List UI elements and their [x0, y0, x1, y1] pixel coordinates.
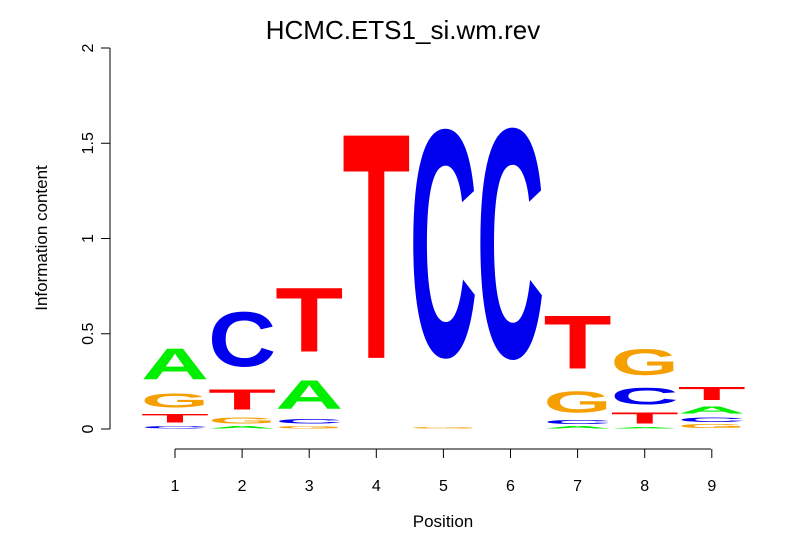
- x-tick-label: 4: [372, 478, 381, 495]
- y-tick-label: 0.5: [80, 323, 97, 345]
- logo-letter-G: G: [544, 385, 612, 419]
- x-tick-label: 9: [707, 478, 716, 495]
- logo-letter-A: A: [678, 404, 746, 415]
- logo-letter-G: G: [409, 427, 477, 429]
- logo-letter-C: C: [275, 418, 343, 426]
- logo-letter-G: G: [275, 425, 343, 429]
- logo-letter-C: C: [477, 60, 545, 427]
- logo-letter-T: T: [544, 300, 612, 385]
- x-tick-label: 6: [506, 478, 515, 495]
- logo-letter-T: T: [141, 412, 209, 425]
- y-tick-label: 2: [80, 43, 97, 52]
- y-tick-label: 0: [80, 424, 97, 433]
- y-tick-label: 1: [80, 234, 97, 243]
- logo-letter-C: C: [208, 296, 276, 383]
- logo-letter-C: C: [141, 425, 209, 429]
- logo-letter-G: G: [611, 342, 679, 384]
- logo-letter-A: A: [544, 425, 612, 429]
- logo-letter-A: A: [141, 339, 209, 389]
- x-tick-label: 5: [439, 478, 448, 495]
- logo-letter-G: G: [208, 416, 276, 425]
- x-axis-label: Position: [413, 512, 473, 531]
- logo-letter-T: T: [342, 66, 410, 427]
- stack-position-6: C: [477, 60, 545, 427]
- logo-letter-C: C: [544, 420, 612, 426]
- chart-title: HCMC.ETS1_si.wm.rev: [266, 15, 540, 45]
- logo-letter-T: T: [275, 269, 343, 372]
- stack-position-5: GC: [409, 61, 477, 429]
- x-tick-label: 7: [573, 478, 582, 495]
- y-axis-label: Information content: [32, 165, 51, 311]
- logo-letter-C: C: [409, 61, 477, 425]
- logo-letter-A: A: [611, 427, 679, 429]
- x-tick-label: 3: [305, 478, 314, 495]
- x-tick-label: 2: [238, 478, 247, 495]
- logo-letter-T: T: [678, 383, 746, 404]
- logo-letter-T: T: [208, 383, 276, 415]
- y-axis: 0 0.5 1 1.5 2: [80, 43, 111, 433]
- x-tick-label: 8: [640, 478, 649, 495]
- logo-letter-G: G: [141, 389, 209, 412]
- logo-letter-A: A: [208, 425, 276, 429]
- x-tick-label: 1: [171, 478, 180, 495]
- logo-letter-A: A: [275, 372, 343, 418]
- x-axis: 1 2 3 4 5 6 7 8 9: [171, 448, 716, 495]
- logo-letter-C: C: [611, 383, 679, 410]
- logo-letter-G: G: [678, 423, 746, 429]
- stack-position-4: T: [342, 66, 410, 427]
- y-tick-label: 1.5: [80, 132, 97, 154]
- logo-letter-C: C: [678, 416, 746, 424]
- logo-letter-T: T: [611, 410, 679, 427]
